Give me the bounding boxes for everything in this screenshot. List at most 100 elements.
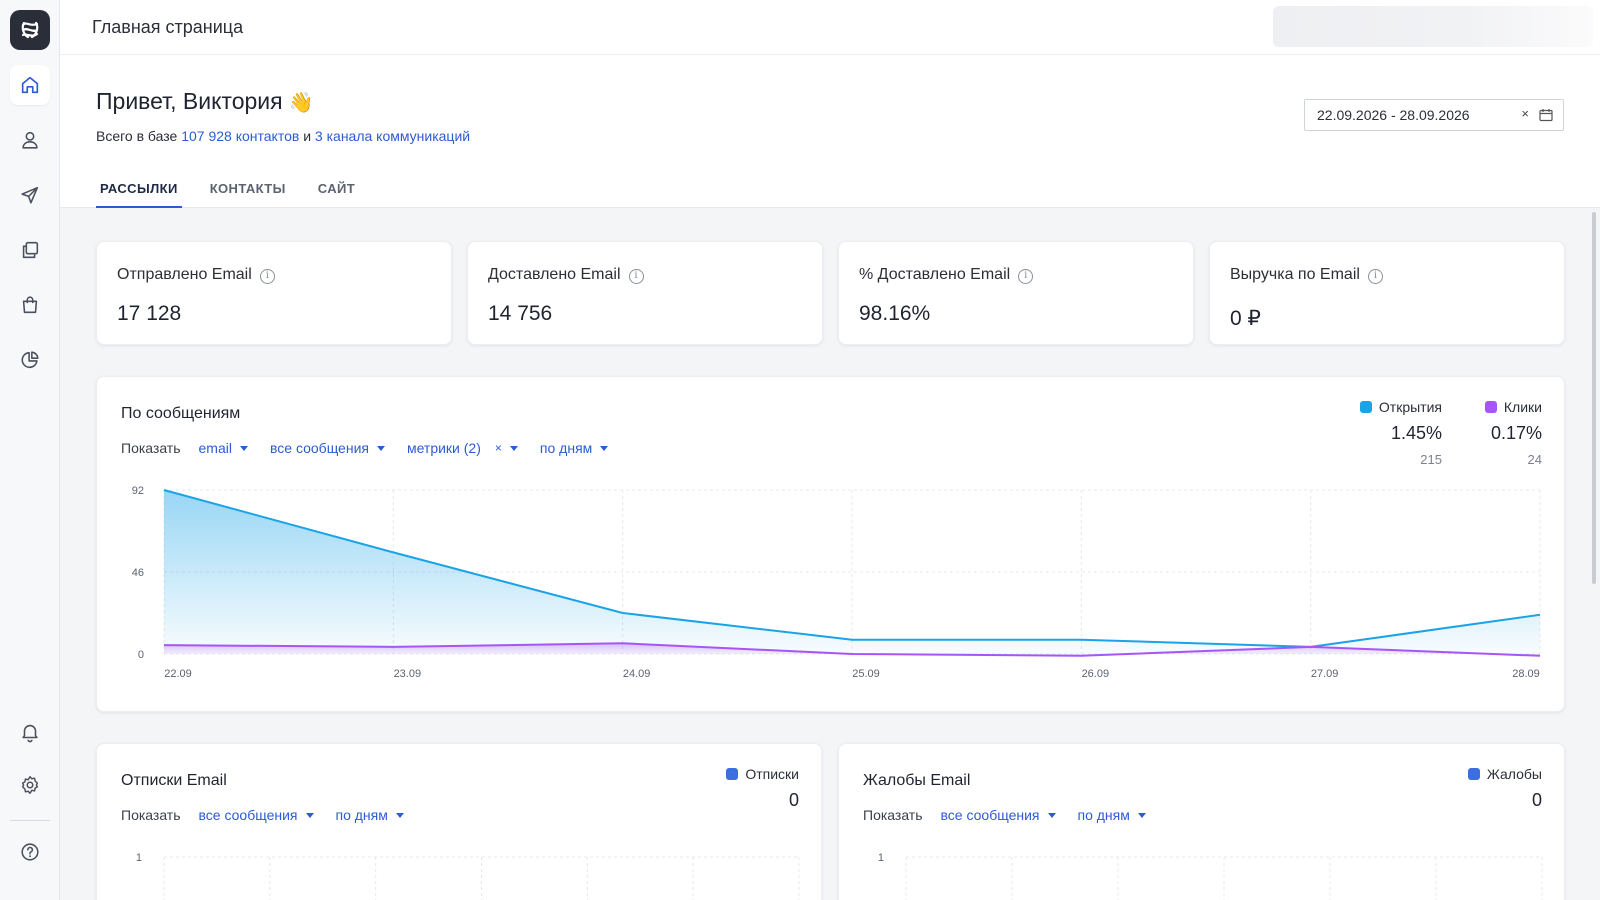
section-title: По сообщениям xyxy=(121,405,241,422)
legend-count: 215 xyxy=(1420,452,1442,467)
kpi-value: 17 128 xyxy=(117,302,182,325)
date-range-picker[interactable]: 22.09.2026 - 28.09.2026 × xyxy=(1304,99,1564,131)
nav-products[interactable] xyxy=(10,285,50,325)
send-icon xyxy=(21,186,39,204)
header-search-placeholder[interactable] xyxy=(1273,6,1593,47)
database-summary: Всего в базе 107 928 контактов и 3 канал… xyxy=(96,128,470,144)
chart-filters: Показать все сообщения по дням xyxy=(121,807,426,823)
caret-down-icon xyxy=(376,445,385,451)
legend-opens: Открытия 1.45% 215 xyxy=(1359,399,1442,467)
tab-mailings[interactable]: РАССЫЛКИ xyxy=(96,173,182,208)
y-tick-label: 1 xyxy=(136,852,142,864)
legend-value: 0 xyxy=(788,790,799,810)
kpi-title: Доставлено Email i xyxy=(488,266,644,284)
caret-down-icon xyxy=(1047,812,1056,818)
info-icon[interactable]: i xyxy=(628,269,644,284)
nav-contacts[interactable] xyxy=(10,120,50,160)
sidebar-divider xyxy=(10,820,50,821)
x-tick-label: 28.09 xyxy=(1512,668,1540,680)
x-tick-label: 27.09 xyxy=(1311,668,1339,680)
nav-notifications[interactable] xyxy=(10,712,50,752)
metrics-dropdown[interactable]: метрики (2) × xyxy=(407,440,518,456)
caret-down-icon xyxy=(239,445,248,451)
tab-contacts[interactable]: КОНТАКТЫ xyxy=(209,181,286,196)
page-scrollbar[interactable] xyxy=(1592,212,1596,584)
legend-label: Жалобы xyxy=(1486,766,1542,782)
info-icon[interactable]: i xyxy=(1367,269,1383,284)
greeting-heading: Привет, Виктория 👋 xyxy=(96,88,314,115)
y-tick-label: 1 xyxy=(878,852,884,864)
messages-dropdown[interactable]: все сообщения xyxy=(199,807,314,823)
nav-home[interactable] xyxy=(10,65,50,105)
logo-icon xyxy=(21,21,39,39)
section-title: Отписки Email xyxy=(121,772,227,789)
caret-down-icon xyxy=(395,812,404,818)
metrics-clear-button[interactable]: × xyxy=(494,441,502,455)
series-area-clicks xyxy=(164,643,1540,656)
kpi-label: % Доставлено Email xyxy=(859,266,1011,283)
dropdown-value: все сообщения xyxy=(198,807,298,823)
info-icon[interactable]: i xyxy=(259,269,275,284)
period-dropdown[interactable]: по дням xyxy=(1078,807,1146,823)
legend-swatch xyxy=(1484,401,1497,413)
bell-icon xyxy=(22,724,38,743)
messages-dropdown[interactable]: все сообщения xyxy=(941,807,1056,823)
kpi-value: 98.16% xyxy=(859,302,931,325)
y-tick-label: 0 xyxy=(138,649,144,661)
legend-swatch xyxy=(1359,401,1372,413)
channels-link[interactable]: 3 канала коммуникаций xyxy=(314,128,471,144)
help-icon xyxy=(21,843,39,861)
greeting-panel: Привет, Виктория 👋 Всего в базе 107 928 к… xyxy=(60,55,1600,208)
nav-templates[interactable] xyxy=(10,230,50,270)
kpi-label: Отправлено Email xyxy=(117,266,252,283)
show-label: Показать xyxy=(121,440,181,456)
summary-and: и xyxy=(303,128,312,144)
dropdown-value: по дням xyxy=(539,440,593,456)
legend-label: Клики xyxy=(1503,399,1542,415)
kpi-delivered-pct: % Доставлено Email i 98.16% xyxy=(838,241,1194,345)
pie-chart-icon xyxy=(21,351,39,369)
app-logo[interactable] xyxy=(10,10,50,50)
period-dropdown[interactable]: по дням xyxy=(336,807,404,823)
nav-help[interactable] xyxy=(10,832,50,872)
kpi-delivered: Доставлено Email i 14 756 xyxy=(467,241,823,345)
kpi-sent: Отправлено Email i 17 128 xyxy=(96,241,452,345)
sidebar xyxy=(0,0,60,900)
home-icon xyxy=(21,76,39,94)
page-title: Главная страница xyxy=(92,17,244,37)
date-clear-button[interactable]: × xyxy=(1521,106,1529,121)
legend-label: Отписки xyxy=(745,766,799,782)
show-label: Показать xyxy=(863,807,923,823)
nav-settings[interactable] xyxy=(10,765,50,805)
summary-prefix: Всего в базе xyxy=(96,128,178,144)
info-icon[interactable]: i xyxy=(1018,269,1034,284)
x-tick-label: 25.09 xyxy=(852,668,880,680)
chart-filters: Показать все сообщения по дням xyxy=(863,807,1168,823)
channel-dropdown[interactable]: email xyxy=(199,440,248,456)
dropdown-value: по дням xyxy=(1077,807,1130,823)
messages-dropdown[interactable]: все сообщения xyxy=(270,440,385,456)
nav-analytics[interactable] xyxy=(10,340,50,380)
legend-swatch xyxy=(1467,768,1480,780)
calendar-icon[interactable] xyxy=(1539,108,1553,122)
contacts-link[interactable]: 107 928 контактов xyxy=(181,128,300,144)
gear-icon xyxy=(21,776,39,794)
period-dropdown[interactable]: по дням xyxy=(539,440,609,456)
copy-icon xyxy=(22,241,39,259)
dropdown-value: email xyxy=(198,440,232,456)
date-range-value: 22.09.2026 - 28.09.2026 xyxy=(1317,107,1470,123)
complaints-card: Жалобы Email Показать все сообщения по д… xyxy=(838,743,1565,900)
caret-down-icon xyxy=(509,445,518,451)
legend-value: 0 xyxy=(1531,790,1542,810)
tab-site[interactable]: САЙТ xyxy=(317,181,356,196)
unsubscribes-chart: 1 xyxy=(136,852,800,900)
caret-down-icon xyxy=(600,445,609,451)
wave-emoji: 👋 xyxy=(288,92,314,114)
x-tick-label: 24.09 xyxy=(623,668,651,680)
legend-unsubscribes: Отписки 0 xyxy=(726,766,799,811)
legend-percent: 0.17% xyxy=(1490,423,1542,443)
series-area-opens xyxy=(164,490,1540,654)
x-tick-label: 23.09 xyxy=(394,668,422,680)
nav-campaigns[interactable] xyxy=(10,175,50,215)
legend-label: Открытия xyxy=(1378,399,1442,415)
